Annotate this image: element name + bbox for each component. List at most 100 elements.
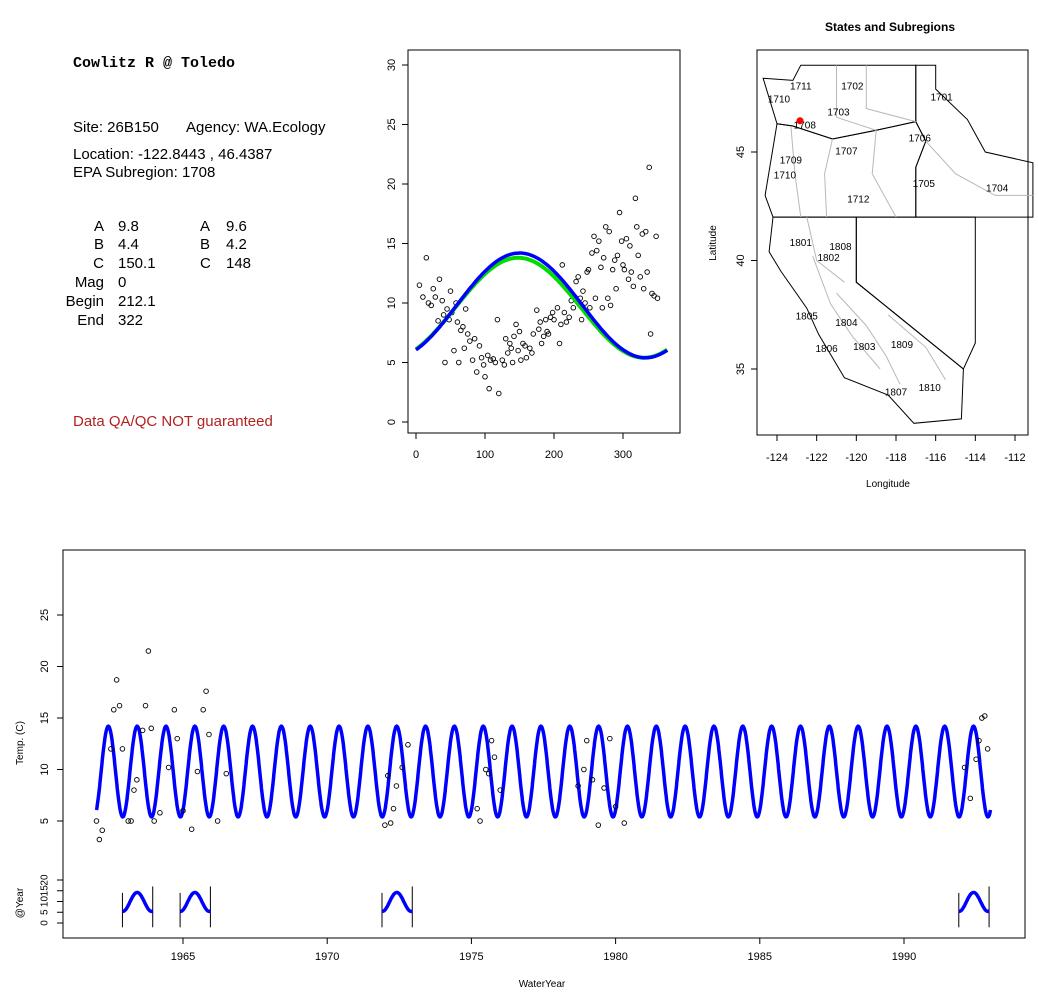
observation-point — [387, 820, 394, 826]
data-point — [591, 233, 597, 240]
subregion-boundary — [925, 140, 1033, 196]
data-point — [534, 307, 540, 313]
observation-point — [973, 756, 979, 762]
data-point — [447, 288, 454, 294]
param-value: 9.6 — [226, 218, 247, 235]
x-tick-label: -124 — [766, 452, 788, 464]
data-point — [587, 305, 593, 311]
observation-point — [405, 742, 411, 748]
observation-point — [612, 803, 619, 810]
observation-point — [151, 818, 157, 824]
data-point — [616, 209, 623, 216]
data-point — [554, 305, 561, 311]
data-point — [556, 340, 563, 347]
param-value: 148 — [226, 255, 252, 272]
observation-point — [607, 735, 613, 742]
x-tick-label: -120 — [845, 452, 867, 464]
data-point — [486, 385, 492, 392]
data-point — [436, 276, 443, 282]
y-tick-label: 10 — [386, 297, 398, 309]
data-point — [598, 264, 604, 271]
subregion-boundary — [790, 125, 802, 218]
data-point — [607, 302, 614, 309]
observation-point — [581, 766, 587, 773]
subregion-boundary — [806, 216, 845, 283]
data-point — [537, 319, 543, 325]
observation-point — [174, 735, 180, 742]
observation-point — [488, 737, 495, 744]
data-point — [637, 274, 644, 280]
subregion-boundary — [812, 256, 881, 370]
segment-curve — [958, 890, 990, 914]
subregion-boundary — [836, 65, 877, 131]
observation-point — [491, 754, 498, 760]
data-point — [515, 347, 521, 354]
data-point — [614, 252, 621, 259]
x-axis-label: WaterYear — [519, 979, 566, 990]
data-point — [540, 333, 547, 340]
observation-point — [111, 707, 117, 713]
observation-point — [399, 764, 405, 771]
param-label: C — [93, 255, 104, 272]
data-point — [573, 278, 579, 285]
data-point — [502, 335, 509, 342]
data-point — [499, 357, 506, 363]
data-point — [516, 328, 523, 335]
data-point — [618, 238, 625, 244]
data-point — [538, 340, 545, 347]
data-point — [523, 354, 530, 361]
y-tick-label: 25 — [39, 609, 51, 621]
param-value: 150.1 — [118, 255, 156, 272]
data-point — [640, 285, 647, 292]
data-point — [536, 326, 542, 332]
subplot-y-label: @Year — [15, 887, 26, 918]
data-point — [545, 331, 552, 337]
param-label: Mag — [74, 274, 104, 291]
y-tick-label: 20 — [386, 178, 398, 190]
observation-point — [142, 702, 149, 709]
y-tick-label: 5 — [39, 818, 51, 824]
subregion-boundary — [871, 130, 897, 218]
observation-point — [601, 785, 607, 791]
observation-point — [119, 746, 126, 752]
region-label: 1708 — [794, 121, 817, 132]
x-tick-label: 1975 — [459, 951, 483, 963]
data-point — [566, 314, 572, 321]
observation-point — [93, 818, 100, 824]
region-label: 1810 — [919, 383, 942, 394]
observation-point — [223, 770, 230, 777]
data-point — [440, 312, 447, 318]
plot-frame — [407, 49, 681, 434]
subregion-boundary — [865, 65, 916, 123]
data-point — [549, 309, 556, 316]
data-point — [596, 238, 602, 244]
observation-point — [108, 746, 114, 752]
data-point — [420, 294, 426, 300]
data-point — [469, 357, 476, 363]
data-point — [508, 345, 514, 351]
x-tick-label: 200 — [545, 449, 563, 461]
observation-point — [474, 805, 480, 812]
data-point — [509, 359, 516, 366]
observation-point — [984, 746, 991, 752]
segment-curve — [180, 890, 211, 914]
observation-point — [393, 783, 400, 789]
y-tick-label: 45 — [735, 146, 747, 158]
data-point — [559, 262, 566, 268]
observation-point — [157, 810, 163, 816]
observation-point — [113, 677, 120, 683]
observation-point — [621, 820, 628, 826]
region-label: 1806 — [815, 344, 838, 355]
region-label: 1709 — [780, 155, 803, 166]
y-tick-label: 25 — [386, 118, 398, 130]
data-point — [501, 362, 508, 368]
data-point — [530, 331, 537, 337]
subregion-boundary — [836, 292, 901, 385]
data-point — [432, 294, 439, 300]
region-label: 1706 — [909, 134, 932, 145]
data-point — [461, 345, 468, 351]
observation-point — [214, 818, 221, 824]
map-frame — [756, 49, 1029, 436]
observation-point — [116, 702, 123, 709]
observation-point — [200, 707, 206, 713]
